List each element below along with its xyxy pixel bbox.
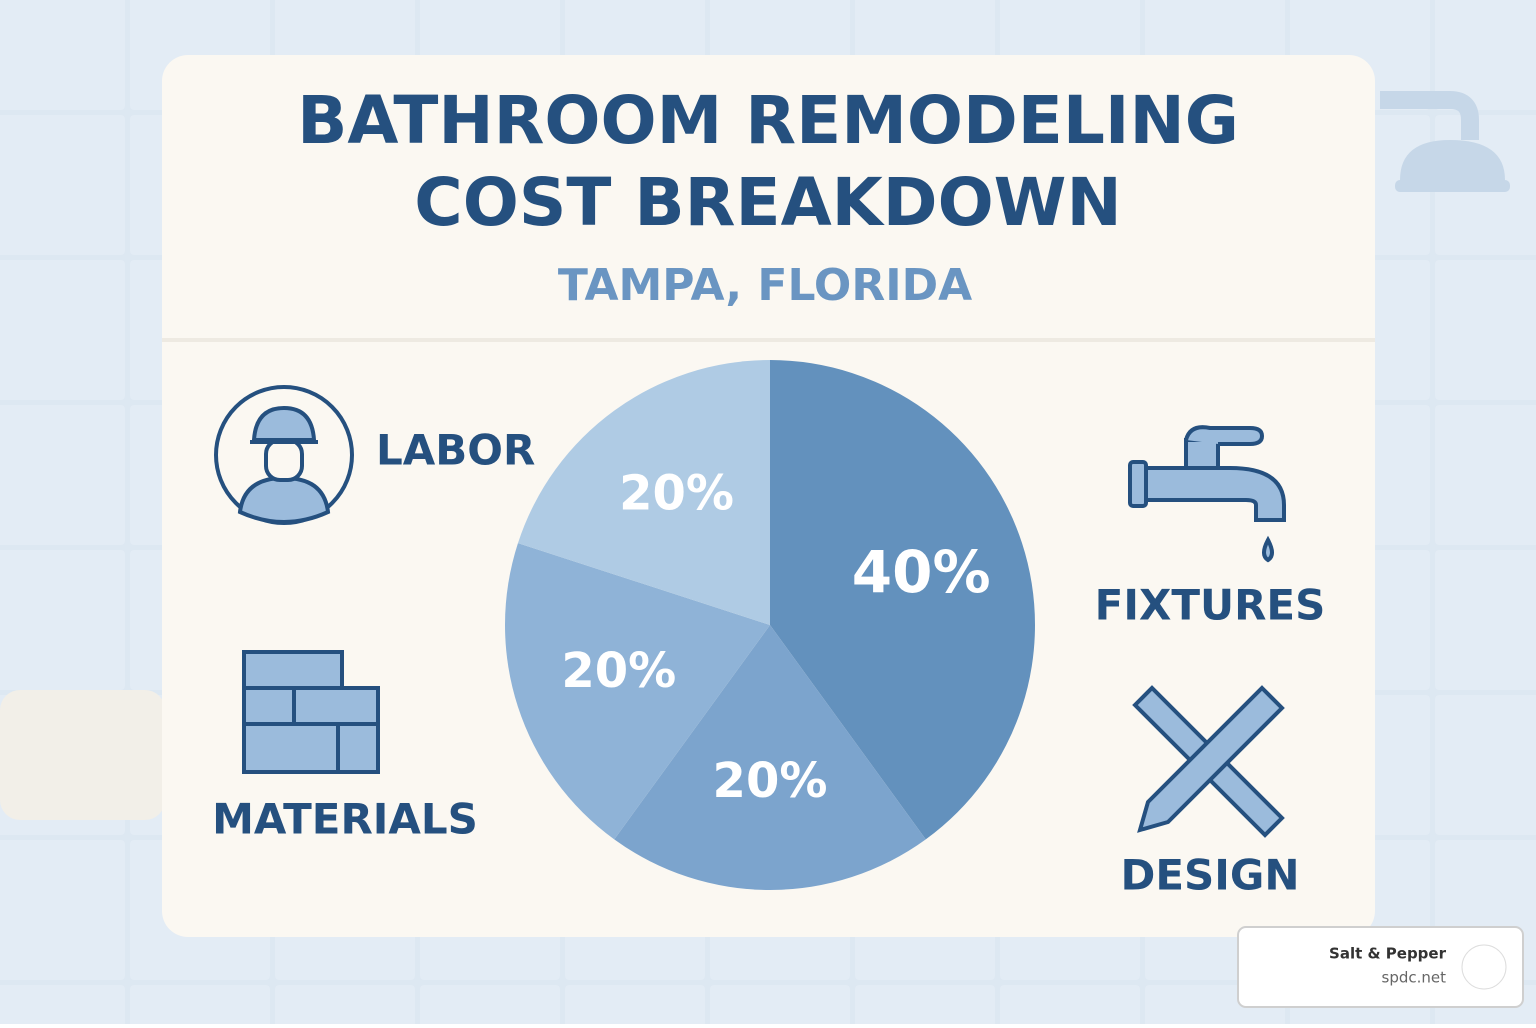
label: LABOR: [376, 426, 535, 475]
sink: [0, 690, 165, 820]
title-line: BATHROOM REMODELING: [297, 82, 1239, 159]
label: FIXTURES: [1095, 581, 1326, 630]
label: MATERIALS: [212, 795, 478, 844]
labor-icon: [214, 385, 354, 525]
watermark-url: spdc.net: [1382, 969, 1447, 987]
pie-slice: [517, 360, 770, 625]
value-label: 40%: [852, 538, 991, 606]
pie: 40% 20% 20% 20%: [504, 360, 1035, 890]
pie-slice: [614, 625, 926, 890]
design-icon: [1132, 685, 1285, 838]
pie-slice: [770, 360, 1035, 840]
shower: [1380, 91, 1510, 192]
value-label: 20%: [713, 753, 828, 809]
watermark-box: [1237, 926, 1524, 1008]
materials-icon: [242, 650, 380, 774]
title-line: COST BREAKDOWN: [414, 164, 1121, 241]
label: DESIGN: [1120, 851, 1299, 900]
subtitle: TAMPA, FLORIDA: [558, 260, 972, 311]
fixtures-icon: [1128, 425, 1286, 563]
pie-slice: [504, 543, 770, 840]
value-label: 20%: [619, 465, 734, 521]
value-label: 20%: [561, 643, 676, 699]
watermark-logo: [1461, 944, 1507, 990]
watermark-name: Salt & Pepper: [1329, 945, 1447, 963]
title: BATHROOM REMODELING COST BREAKDOWN: [297, 82, 1239, 241]
